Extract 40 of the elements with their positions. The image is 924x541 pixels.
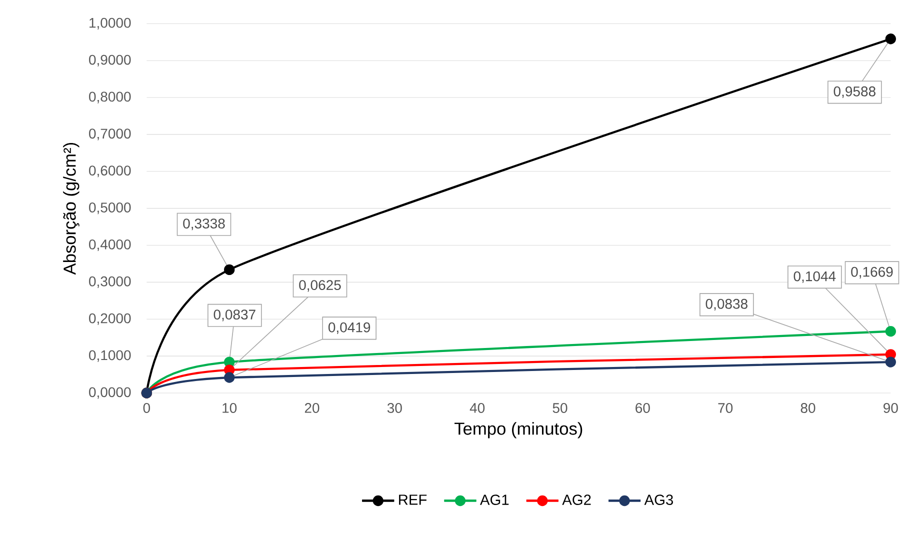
- y-tick-label: 0,2000: [89, 313, 131, 325]
- y-tick-label: 0,6000: [89, 166, 131, 178]
- y-tick-label: 0,0000: [89, 387, 131, 399]
- x-tick-label: 60: [636, 403, 650, 413]
- data-label: 0,1669: [851, 266, 893, 278]
- data-label: 0,0419: [328, 322, 370, 334]
- point: [885, 326, 896, 337]
- y-tick-label: 0,3000: [89, 276, 131, 288]
- x-tick-label: 70: [718, 403, 733, 413]
- x-tick-label: 90: [884, 403, 898, 413]
- y-tick-label: 0,1000: [89, 350, 131, 362]
- data-label: 0,3338: [183, 218, 225, 230]
- data-label: 0,0625: [299, 280, 341, 292]
- point: [224, 372, 235, 383]
- data-label: 0,0838: [706, 298, 748, 310]
- x-tick-label: 20: [304, 403, 320, 413]
- y-tick-label: 0,4000: [89, 239, 131, 252]
- legend-label: AG2: [562, 494, 591, 505]
- legend-label: AG3: [644, 494, 673, 505]
- point: [224, 264, 235, 276]
- data-label: 0,0837: [214, 310, 256, 322]
- point: [885, 356, 896, 368]
- data-label: 0,1044: [794, 271, 836, 283]
- y-tick-label: 0,9000: [89, 54, 131, 66]
- x-tick-label: 50: [552, 403, 568, 413]
- legend-label: REF: [399, 494, 427, 505]
- x-tick-label: 30: [387, 403, 402, 413]
- legend-label: AG1: [480, 494, 509, 505]
- x-tick-label: 40: [470, 403, 485, 413]
- y-tick-label: 0,5000: [89, 202, 131, 214]
- x-tick-label: 80: [800, 403, 816, 413]
- x-tick-label: 0: [143, 403, 150, 413]
- y-tick-label: 0,8000: [89, 92, 131, 104]
- y-tick-label: 0,7000: [89, 128, 131, 140]
- data-label: 0,9588: [834, 86, 876, 98]
- y-tick-label: 1,0000: [90, 18, 131, 30]
- x-tick-label: 10: [222, 403, 237, 413]
- x-axis-title: Tempo (minutos): [454, 422, 582, 438]
- point: [885, 34, 896, 44]
- y-axis-title: Absorção (g/cm²): [63, 142, 80, 275]
